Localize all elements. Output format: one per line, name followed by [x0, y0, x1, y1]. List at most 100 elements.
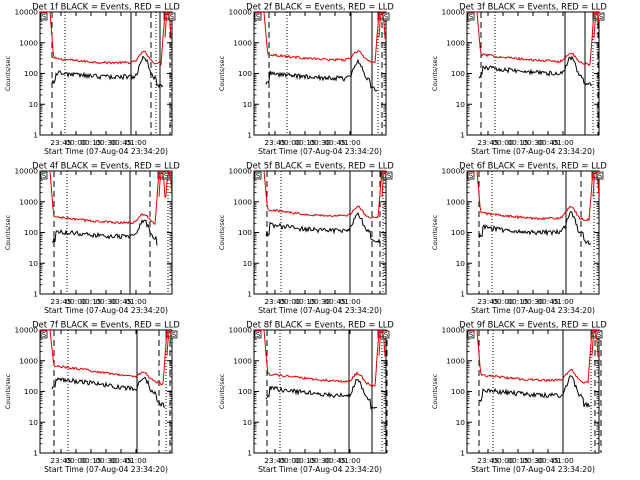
y-tick-label: 1 — [247, 131, 252, 140]
x-tick-label: 00:30 — [95, 297, 117, 306]
y-tick-label: 100 — [238, 228, 252, 237]
events-rate-line — [478, 55, 593, 86]
y-axis-label: Counts/sec — [4, 214, 12, 250]
lld-rate-line — [254, 171, 386, 219]
panel-title: Det 8f BLACK = Events, RED = LLD — [246, 320, 394, 330]
lld-rate-line-tail — [378, 12, 386, 40]
x-tick-label: 01:00 — [125, 138, 147, 147]
x-tick-label: 00:15 — [507, 456, 529, 465]
event-mark-label: S — [469, 331, 474, 339]
event-mark-box — [467, 330, 475, 339]
event-mark-label: S — [164, 172, 169, 180]
x-tick-label: 00:45 — [537, 138, 559, 147]
x-tick-label: 00:15 — [294, 456, 316, 465]
y-tick-label: 100 — [238, 69, 252, 78]
panel-9: Det 9f BLACK = Events, RED = LLD 1 10 100 10… — [431, 320, 607, 475]
panel-title: Det 9f BLACK = Events, RED = LLD — [459, 320, 607, 330]
y-tick-label: 10 — [29, 259, 39, 268]
y-tick-label: 10 — [243, 418, 253, 427]
lld-rate-line-tail — [591, 330, 599, 358]
y-tick-label: 10 — [243, 100, 253, 109]
y-axis-label: Counts/sec — [218, 373, 226, 409]
y-tick-label: 10000 — [441, 8, 465, 17]
lld-rate-line-tail — [381, 171, 386, 197]
x-tick-label: 00:30 — [309, 456, 331, 465]
event-mark-box — [254, 12, 262, 21]
panel-title: Det 6f BLACK = Events, RED = LLD — [459, 161, 607, 171]
x-axis-label: Start Time (07-Aug-04 23:34:20) — [44, 147, 168, 156]
panel-7: Det 7f BLACK = Events, RED = LLD 1 10 100 10… — [4, 320, 180, 475]
y-axis-label: Counts/sec — [431, 373, 439, 409]
x-tick-label: 00:30 — [309, 297, 331, 306]
event-mark-label: S — [469, 13, 474, 21]
x-tick-label: 00:15 — [80, 138, 102, 147]
x-tick-label: 23:45 — [477, 456, 499, 465]
panel-title: Det 3f BLACK = Events, RED = LLD — [459, 2, 607, 12]
x-tick-label: 00:30 — [522, 456, 544, 465]
events-rate-line — [478, 210, 591, 246]
x-tick-label: 23:45 — [50, 138, 72, 147]
x-tick-label: 00:45 — [324, 138, 346, 147]
y-tick-label: 10000 — [14, 326, 38, 335]
y-tick-label: 1 — [33, 290, 38, 299]
x-tick-label: 00:15 — [507, 297, 529, 306]
y-tick-label: 10000 — [228, 326, 252, 335]
y-tick-label: 1000 — [19, 38, 38, 47]
plot-frame — [466, 11, 600, 136]
x-tick-label: 00:00 — [65, 297, 87, 306]
x-tick-label: 00:00 — [492, 138, 514, 147]
x-axis-label: Start Time (07-Aug-04 23:34:20) — [258, 465, 382, 474]
y-tick-label: 100 — [238, 387, 252, 396]
x-tick-label: 00:45 — [537, 297, 559, 306]
x-tick-label: 01:00 — [339, 138, 361, 147]
event-mark-label: S — [42, 13, 47, 21]
panel-title: Det 7f BLACK = Events, RED = LLD — [32, 320, 180, 330]
y-axis-label: Counts/sec — [4, 373, 12, 409]
x-axis-label: Start Time (07-Aug-04 23:34:20) — [258, 306, 382, 315]
y-tick-label: 10000 — [228, 167, 252, 176]
y-tick-label: 1000 — [233, 38, 252, 47]
event-mark-label: S — [384, 13, 389, 21]
events-rate-line — [51, 376, 166, 408]
panel-title: Det 2f BLACK = Events, RED = LLD — [246, 2, 394, 12]
lld-rate-line-tail — [593, 12, 599, 38]
events-rate-line — [265, 211, 381, 244]
y-tick-label: 1000 — [446, 38, 465, 47]
x-tick-label: 00:45 — [110, 456, 132, 465]
x-tick-label: 00:30 — [95, 456, 117, 465]
event-mark-box — [40, 330, 48, 339]
panel-3: Det 3f BLACK = Events, RED = LLD 1 10 100 10… — [431, 2, 607, 157]
y-tick-label: 10 — [456, 259, 466, 268]
y-axis-label: Counts/sec — [431, 55, 439, 91]
y-tick-label: 1000 — [233, 197, 252, 206]
x-tick-label: 00:00 — [492, 297, 514, 306]
y-axis-label: Counts/sec — [218, 214, 226, 250]
y-tick-label: 1 — [460, 290, 465, 299]
y-tick-label: 1000 — [446, 356, 465, 365]
events-rate-line — [51, 55, 164, 89]
panel-4: Det 4f BLACK = Events, RED = LLD 1 10 100 10… — [4, 161, 180, 316]
x-tick-label: 00:15 — [294, 297, 316, 306]
x-tick-label: 23:45 — [477, 297, 499, 306]
y-tick-label: 10000 — [14, 167, 38, 176]
y-tick-label: 10 — [243, 259, 253, 268]
event-mark-box — [254, 330, 262, 339]
event-mark-label: S — [598, 172, 603, 180]
lld-rate-line — [467, 171, 599, 222]
y-tick-label: 10 — [456, 418, 466, 427]
x-tick-label: 00:00 — [65, 456, 87, 465]
x-tick-label: 00:15 — [80, 297, 102, 306]
plot-frame — [253, 170, 387, 295]
x-tick-label: 01:00 — [552, 456, 574, 465]
events-rate-line — [478, 375, 591, 409]
x-tick-label: 01:00 — [339, 297, 361, 306]
x-tick-label: 01:00 — [552, 138, 574, 147]
x-tick-label: 00:00 — [65, 138, 87, 147]
x-tick-label: 01:00 — [339, 456, 361, 465]
lld-rate-line-tail — [158, 171, 172, 199]
event-mark-box — [467, 171, 475, 180]
y-tick-label: 100 — [24, 228, 38, 237]
y-tick-label: 1 — [33, 131, 38, 140]
x-tick-label: 00:45 — [110, 297, 132, 306]
x-tick-label: 00:30 — [309, 138, 331, 147]
